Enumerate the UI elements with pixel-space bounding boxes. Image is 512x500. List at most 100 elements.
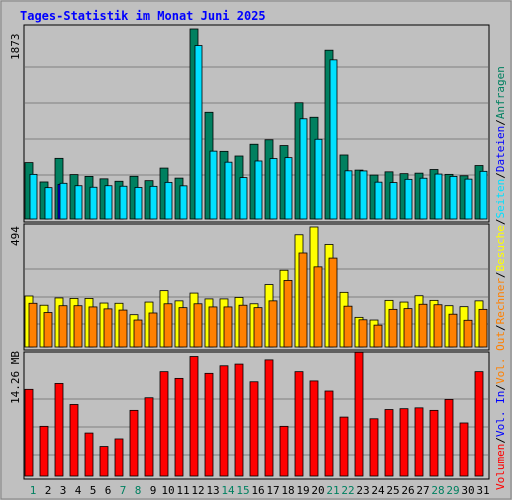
bar-volumen-day-29 (444, 399, 454, 477)
bar-dateien-day-15 (239, 177, 248, 220)
right-legend-8: Besuche (494, 225, 507, 271)
bar-volumen-day-19 (294, 371, 304, 477)
bar-dateien-day-5 (89, 186, 98, 220)
right-legend-2: Vol. In (494, 391, 507, 437)
bar-rechner-day-17 (268, 300, 278, 348)
bar-rechner-day-1 (28, 302, 38, 348)
right-legend-4: Vol. Out (494, 331, 507, 384)
bar-dateien-day-12 (194, 45, 203, 220)
x-label-day-7: 7 (120, 484, 127, 497)
bar-dateien-day-21 (329, 59, 338, 220)
bar-dateien-day-25 (389, 182, 398, 220)
bar-dateien-day-8 (134, 187, 143, 220)
bar-volumen-day-27 (414, 407, 424, 477)
bar-volumen-day-7 (114, 438, 124, 477)
bar-dateien-day-2 (44, 187, 53, 220)
x-label-day-25: 25 (386, 484, 399, 497)
bar-rechner-day-23 (358, 319, 368, 348)
bar-dateien-day-22 (344, 170, 353, 220)
bar-dateien-day-26 (404, 178, 413, 220)
x-label-day-22: 22 (341, 484, 354, 497)
x-label-day-17: 17 (266, 484, 279, 497)
bar-rechner-day-8 (133, 319, 143, 348)
x-label-day-9: 9 (150, 484, 157, 497)
bar-volumen-day-11 (174, 377, 184, 477)
bar-volumen-day-17 (264, 359, 274, 477)
bar-dateien-day-28 (434, 173, 443, 220)
x-label-day-6: 6 (105, 484, 112, 497)
x-label-day-15: 15 (236, 484, 249, 497)
gridlines (25, 66, 488, 456)
right-legend-5: / (494, 324, 507, 331)
bar-volumen-day-1 (24, 388, 34, 477)
x-label-day-31: 31 (476, 484, 489, 497)
x-label-day-11: 11 (176, 484, 189, 497)
x-label-day-24: 24 (371, 484, 385, 497)
bar-rechner-day-26 (403, 308, 413, 348)
x-label-day-1: 1 (30, 484, 37, 497)
bar-rechner-day-16 (253, 307, 263, 348)
bar-rechner-day-29 (448, 313, 458, 348)
bar-volumen-day-8 (129, 409, 139, 477)
volume-max-label: 14.26 MB (9, 351, 22, 404)
bar-dateien-day-17 (269, 158, 278, 220)
bar-dateien-day-11 (179, 185, 188, 220)
bar-volumen-day-13 (204, 372, 214, 477)
bar-rechner-day-20 (313, 266, 323, 348)
x-label-day-4: 4 (75, 484, 82, 497)
visits-max-label: 494 (9, 226, 22, 246)
bar-rechner-day-12 (193, 303, 203, 348)
bar-rechner-day-31 (478, 308, 488, 348)
right-legend-9: / (494, 218, 507, 225)
x-label-day-10: 10 (161, 484, 174, 497)
bar-dateien-day-23 (359, 170, 368, 220)
bar-dateien-day-10 (164, 181, 173, 220)
bar-dateien-day-13 (209, 150, 218, 220)
bar-volumen-day-23 (354, 351, 364, 477)
x-label-day-12: 12 (191, 484, 204, 497)
x-label-day-19: 19 (296, 484, 309, 497)
bar-volumen-day-25 (384, 409, 394, 477)
bars (24, 28, 488, 477)
bar-volumen-day-5 (84, 432, 94, 477)
bar-volumen-day-31 (474, 371, 484, 477)
x-label-day-2: 2 (45, 484, 52, 497)
x-label-day-13: 13 (206, 484, 219, 497)
bar-rechner-day-28 (433, 304, 443, 348)
bar-rechner-day-21 (328, 257, 338, 348)
x-label-day-14: 14 (221, 484, 235, 497)
bar-rechner-day-9 (148, 312, 158, 348)
x-label-day-28: 28 (431, 484, 444, 497)
bar-volumen-day-21 (324, 390, 334, 477)
bar-rechner-day-4 (73, 305, 83, 348)
bar-dateien-day-9 (149, 185, 158, 220)
bar-dateien-day-6 (104, 185, 113, 220)
bar-dateien-day-18 (284, 157, 293, 220)
x-label-day-3: 3 (60, 484, 67, 497)
right-legend-3: / (494, 384, 507, 391)
bar-volumen-day-4 (69, 404, 79, 477)
bar-dateien-day-1 (29, 173, 38, 220)
right-legend-1: / (494, 437, 507, 444)
bar-volumen-day-26 (399, 408, 409, 477)
bar-dateien-day-4 (74, 185, 83, 220)
bar-dateien-day-19 (299, 118, 308, 220)
bar-volumen-day-28 (429, 409, 439, 477)
bar-rechner-day-5 (88, 306, 98, 348)
bar-rechner-day-11 (178, 307, 188, 348)
right-legend-14: Anfragen (494, 66, 507, 119)
bar-rechner-day-13 (208, 306, 218, 348)
bar-dateien-day-31 (479, 170, 488, 220)
right-legend-0: Volumen (494, 444, 507, 490)
bar-volumen-day-30 (459, 422, 469, 477)
bar-rechner-day-22 (343, 305, 353, 348)
right-legend-13: / (494, 119, 507, 126)
x-label-day-30: 30 (461, 484, 474, 497)
bar-volumen-day-14 (219, 365, 229, 477)
right-legend-7: / (494, 271, 507, 278)
bar-rechner-day-10 (163, 303, 173, 348)
bar-rechner-day-7 (118, 309, 128, 348)
right-legend-10: Seiten (494, 179, 507, 219)
bar-volumen-day-10 (159, 371, 169, 477)
